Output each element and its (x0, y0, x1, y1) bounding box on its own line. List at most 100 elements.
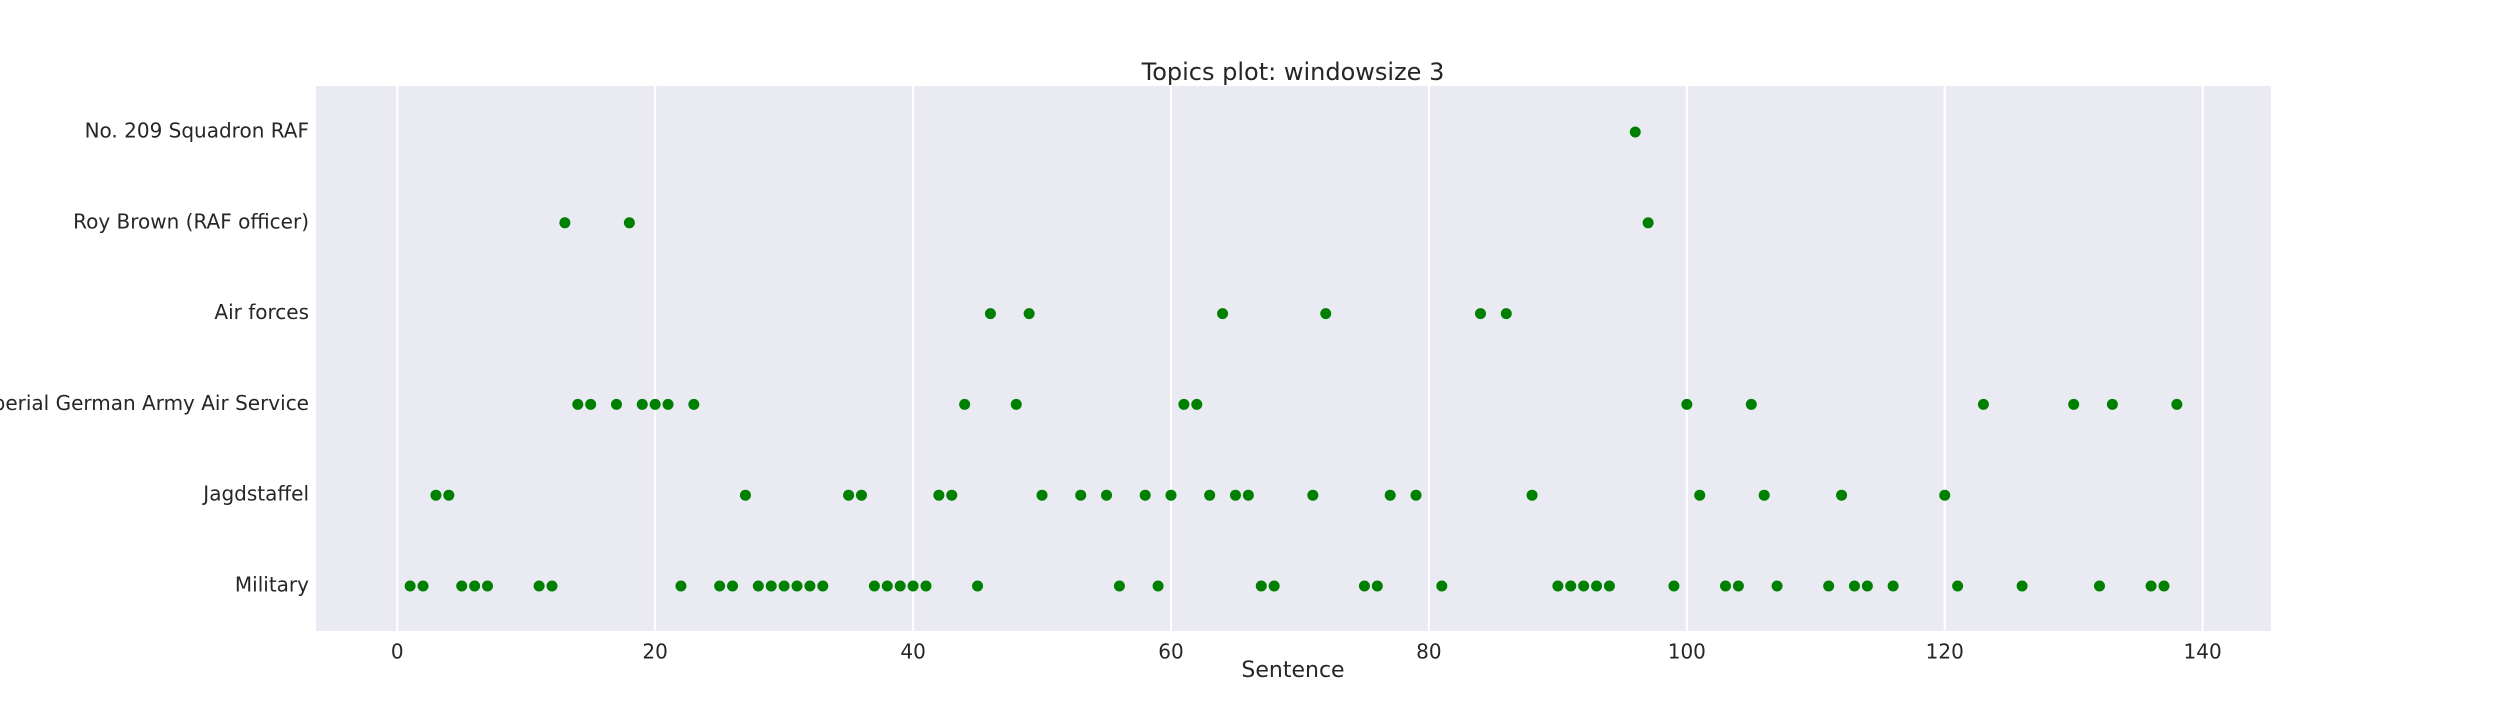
data-point (1694, 489, 1706, 501)
data-point (1629, 126, 1641, 138)
data-point (1023, 308, 1035, 320)
data-point (1217, 308, 1229, 320)
data-point (469, 580, 481, 592)
data-point (881, 580, 893, 592)
data-point (817, 580, 829, 592)
x-tick-label: 80 (1416, 640, 1441, 664)
x-tick-label: 60 (1158, 640, 1183, 664)
x-tick-label: 0 (391, 640, 404, 664)
data-point (585, 398, 597, 410)
data-point (546, 580, 558, 592)
x-tick-label: 40 (900, 640, 925, 664)
chart-title: Topics plot: windowsize 3 (1141, 58, 1445, 86)
data-point (1036, 489, 1048, 501)
data-point (1500, 308, 1512, 320)
data-point (1861, 580, 1873, 592)
data-point (1410, 489, 1422, 501)
x-tick-labels: 0 20 40 60 80 100 120 140 (391, 640, 2222, 664)
data-point (1836, 489, 1848, 501)
data-point (1642, 217, 1654, 229)
data-point (894, 580, 906, 592)
data-point (1307, 489, 1319, 501)
x-tick-label: 20 (642, 640, 667, 664)
data-point (482, 580, 494, 592)
data-point (1939, 489, 1951, 501)
data-point (1720, 580, 1732, 592)
data-point (714, 580, 726, 592)
data-point (1848, 580, 1860, 592)
data-point (649, 398, 661, 410)
data-point (1745, 398, 1757, 410)
data-point (1565, 580, 1577, 592)
x-axis-label: Sentence (1241, 658, 1344, 683)
data-point (1384, 489, 1396, 501)
x-tick-label: 140 (2184, 640, 2222, 664)
data-point (1010, 398, 1022, 410)
data-point (791, 580, 803, 592)
data-point (1977, 398, 1989, 410)
y-tick-label: Imperial German Army Air Service (0, 391, 309, 415)
data-point (739, 489, 751, 501)
data-point (430, 489, 442, 501)
data-point (1204, 489, 1216, 501)
data-point (417, 580, 429, 592)
data-point (1436, 580, 1448, 592)
data-point (1758, 489, 1770, 501)
data-point (2093, 580, 2105, 592)
data-point (933, 489, 945, 501)
data-point (1603, 580, 1615, 592)
data-point (2068, 398, 2080, 410)
data-point (727, 580, 739, 592)
data-point (752, 580, 764, 592)
data-point (559, 217, 571, 229)
data-point (2145, 580, 2157, 592)
data-point (1591, 580, 1603, 592)
data-point (1823, 580, 1835, 592)
plot-area (316, 86, 2271, 631)
data-point (1681, 398, 1693, 410)
data-point (1771, 580, 1783, 592)
data-point (855, 489, 867, 501)
grid-lines (396, 86, 2204, 631)
data-point (1268, 580, 1280, 592)
data-point (804, 580, 816, 592)
y-tick-label: Jagdstaffel (201, 482, 309, 506)
data-point (572, 398, 584, 410)
data-point (907, 580, 919, 592)
data-point (1668, 580, 1680, 592)
y-tick-label: No. 209 Squadron RAF (85, 119, 309, 143)
y-tick-labels: No. 209 Squadron RAF Roy Brown (RAF offic… (0, 119, 309, 597)
data-point (946, 489, 958, 501)
data-point (1526, 489, 1538, 501)
data-point (1371, 580, 1383, 592)
data-point (1952, 580, 1964, 592)
data-point (1474, 308, 1486, 320)
data-point (1229, 489, 1241, 501)
x-tick-label: 100 (1668, 640, 1706, 664)
y-tick-label: Roy Brown (RAF officer) (73, 209, 309, 233)
data-point (868, 580, 880, 592)
y-tick-label: Military (235, 573, 309, 597)
data-point (2016, 580, 2028, 592)
data-point (1101, 489, 1113, 501)
data-point (1887, 580, 1899, 592)
data-point (1320, 308, 1332, 320)
data-point (443, 489, 455, 501)
data-point (1113, 580, 1125, 592)
data-point (456, 580, 468, 592)
data-point (1732, 580, 1744, 592)
data-point (1191, 398, 1203, 410)
data-point (1242, 489, 1254, 501)
data-point (1358, 580, 1370, 592)
data-point (623, 217, 635, 229)
data-point (778, 580, 790, 592)
data-point (610, 398, 622, 410)
data-point (2158, 580, 2170, 592)
y-tick-label: Air forces (214, 300, 309, 324)
data-point (1578, 580, 1590, 592)
data-point (984, 308, 996, 320)
data-point (636, 398, 648, 410)
data-point (1255, 580, 1267, 592)
data-point (1178, 398, 1190, 410)
